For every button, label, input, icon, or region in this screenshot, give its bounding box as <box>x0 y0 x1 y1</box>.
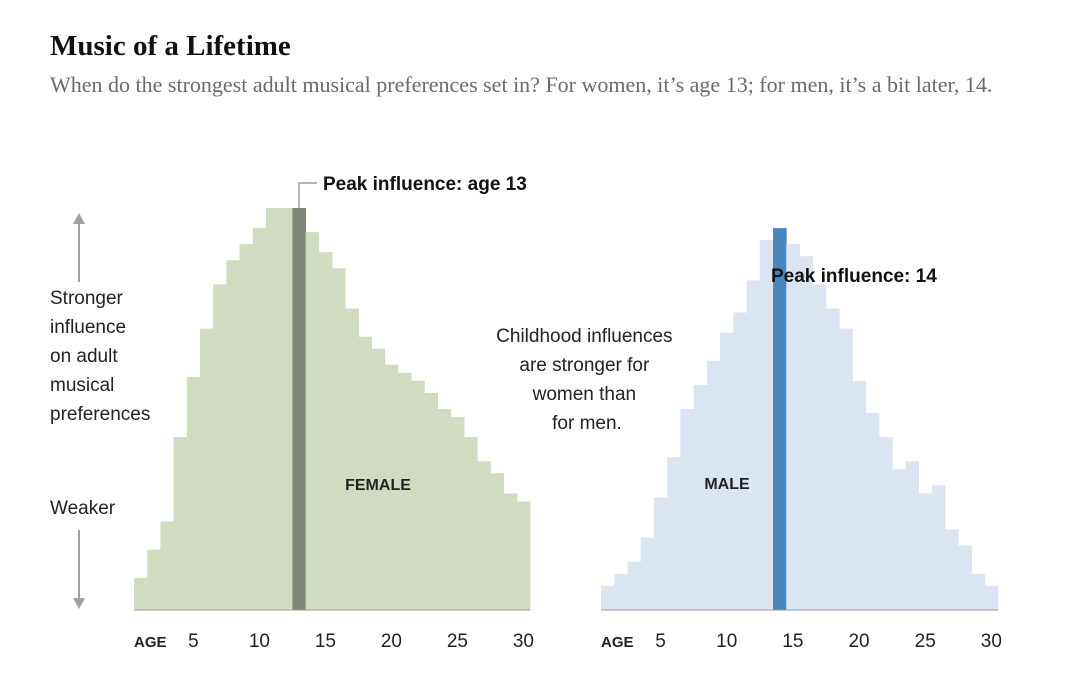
stronger-label-line: on adult <box>50 346 118 367</box>
chart-subtitle: When do the strongest adult musical pref… <box>50 72 993 97</box>
male-tick-label: 30 <box>981 631 1002 652</box>
female-bar-age-8 <box>226 260 240 610</box>
chart-title: Music of a Lifetime <box>50 30 291 62</box>
female-tick-label: 10 <box>249 631 270 652</box>
female-bar-age-29 <box>503 493 518 610</box>
male-bar-age-21 <box>865 413 880 610</box>
male-bar-age-26 <box>931 485 946 610</box>
female-bar-age-30 <box>516 501 531 610</box>
stronger-label-line: influence <box>50 317 126 338</box>
comparison-note-line: for men. <box>552 413 622 434</box>
female-tick-label: 25 <box>447 631 468 652</box>
male-bar-age-10 <box>720 332 734 610</box>
female-bar-age-21 <box>398 372 412 610</box>
male-bar-age-17 <box>812 284 827 610</box>
weaker-label: Weaker <box>50 498 116 519</box>
female-bar-age-4 <box>173 437 188 610</box>
male-tick-label: 10 <box>716 631 737 652</box>
male-bar-age-7 <box>680 409 695 610</box>
female-bar-age-9 <box>239 244 254 610</box>
female-tick-label: 20 <box>381 631 402 652</box>
stronger-label: Stronger influence on adult musical pref… <box>50 288 150 425</box>
female-bar-age-2 <box>147 549 161 610</box>
male-bar-age-24 <box>905 461 919 610</box>
male-bar-age-1 <box>601 585 615 610</box>
male-peak-label: Peak influence: 14 <box>771 266 937 287</box>
male-bar-age-18 <box>825 308 840 610</box>
male-tick-label: 15 <box>782 631 803 652</box>
female-bar-age-23 <box>424 392 438 610</box>
female-bar-age-17 <box>345 308 359 610</box>
female-peak-leader <box>298 182 317 208</box>
female-bar-age-16 <box>332 268 346 610</box>
male-bar-age-14-peak <box>773 228 787 610</box>
male-bar-age-23 <box>892 469 906 610</box>
male-bar-age-12 <box>746 280 761 610</box>
stronger-label-line: Stronger <box>50 288 124 309</box>
male-tick-label: 5 <box>655 631 666 652</box>
female-bar-age-26 <box>464 437 478 610</box>
male-bar-age-29 <box>971 573 986 610</box>
female-bar-age-22 <box>411 380 425 610</box>
male-bar-age-28 <box>958 545 972 610</box>
male-bar-age-20 <box>852 380 867 610</box>
comparison-note-line: women than <box>532 384 637 405</box>
male-bar-age-11 <box>733 312 747 610</box>
stronger-label-line: preferences <box>50 404 150 425</box>
male-bar-age-8 <box>693 384 708 610</box>
male-bar-age-30 <box>984 585 999 610</box>
female-bar-age-15 <box>318 252 333 610</box>
female-bar-age-19 <box>371 348 386 610</box>
female-bar-age-18 <box>358 336 372 610</box>
female-bar-age-10 <box>252 228 267 610</box>
female-bar-age-28 <box>490 473 504 610</box>
female-bar-age-6 <box>200 328 214 610</box>
female-bar-age-12 <box>279 208 293 610</box>
male-bar-age-4 <box>640 537 655 610</box>
male-bar-age-2 <box>614 573 628 610</box>
comparison-note-line: Childhood influences <box>496 326 672 347</box>
male-x-axis-label: AGE <box>601 634 634 651</box>
female-bar-age-14 <box>305 232 320 610</box>
male-bar-age-16 <box>799 256 814 610</box>
female-tick-label: 30 <box>513 631 534 652</box>
comparison-note: Childhood influences are stronger for wo… <box>496 326 678 434</box>
male-bar-age-27 <box>945 529 959 610</box>
comparison-note-line: are stronger for <box>519 355 650 376</box>
female-bar-age-7 <box>213 284 227 610</box>
female-bar-age-5 <box>186 376 201 610</box>
male-series-label: MALE <box>704 476 750 493</box>
y-axis-annotation: Stronger influence on adult musical pref… <box>50 213 150 609</box>
male-bar-age-13 <box>759 240 774 610</box>
female-bar-age-25 <box>450 417 465 610</box>
female-bar-age-20 <box>384 364 399 610</box>
male-bar-age-6 <box>667 457 681 610</box>
male-bar-age-25 <box>918 493 933 610</box>
female-bar-age-24 <box>437 409 452 610</box>
female-x-axis-label: AGE <box>134 634 167 651</box>
female-tick-label: 5 <box>188 631 199 652</box>
female-bar-age-27 <box>477 461 491 610</box>
male-tick-label: 25 <box>915 631 936 652</box>
female-tick-label: 15 <box>315 631 336 652</box>
female-histogram: AGE 5 10 15 20 25 30 FEMALE Peak influence: age … <box>134 174 534 652</box>
male-bar-age-15 <box>786 244 800 610</box>
male-bar-age-22 <box>878 437 893 610</box>
male-bar-age-19 <box>839 328 853 610</box>
male-bar-age-5 <box>653 497 668 610</box>
female-peak-label: Peak influence: age 13 <box>323 174 527 195</box>
male-bar-age-9 <box>706 360 721 610</box>
up-arrow-icon <box>73 213 85 224</box>
female-bar-age-13-peak <box>292 208 306 610</box>
female-series-label: FEMALE <box>345 477 411 494</box>
male-histogram: AGE 5 10 15 20 25 30 MALE Peak influence: 14 <box>601 228 1002 652</box>
female-bar-age-11 <box>266 208 280 610</box>
male-tick-label: 20 <box>848 631 869 652</box>
female-bar-age-3 <box>160 521 174 610</box>
stronger-label-line: musical <box>50 375 114 396</box>
down-arrow-icon <box>73 598 85 609</box>
female-bar-age-1 <box>134 577 148 610</box>
male-bar-age-3 <box>627 561 642 610</box>
